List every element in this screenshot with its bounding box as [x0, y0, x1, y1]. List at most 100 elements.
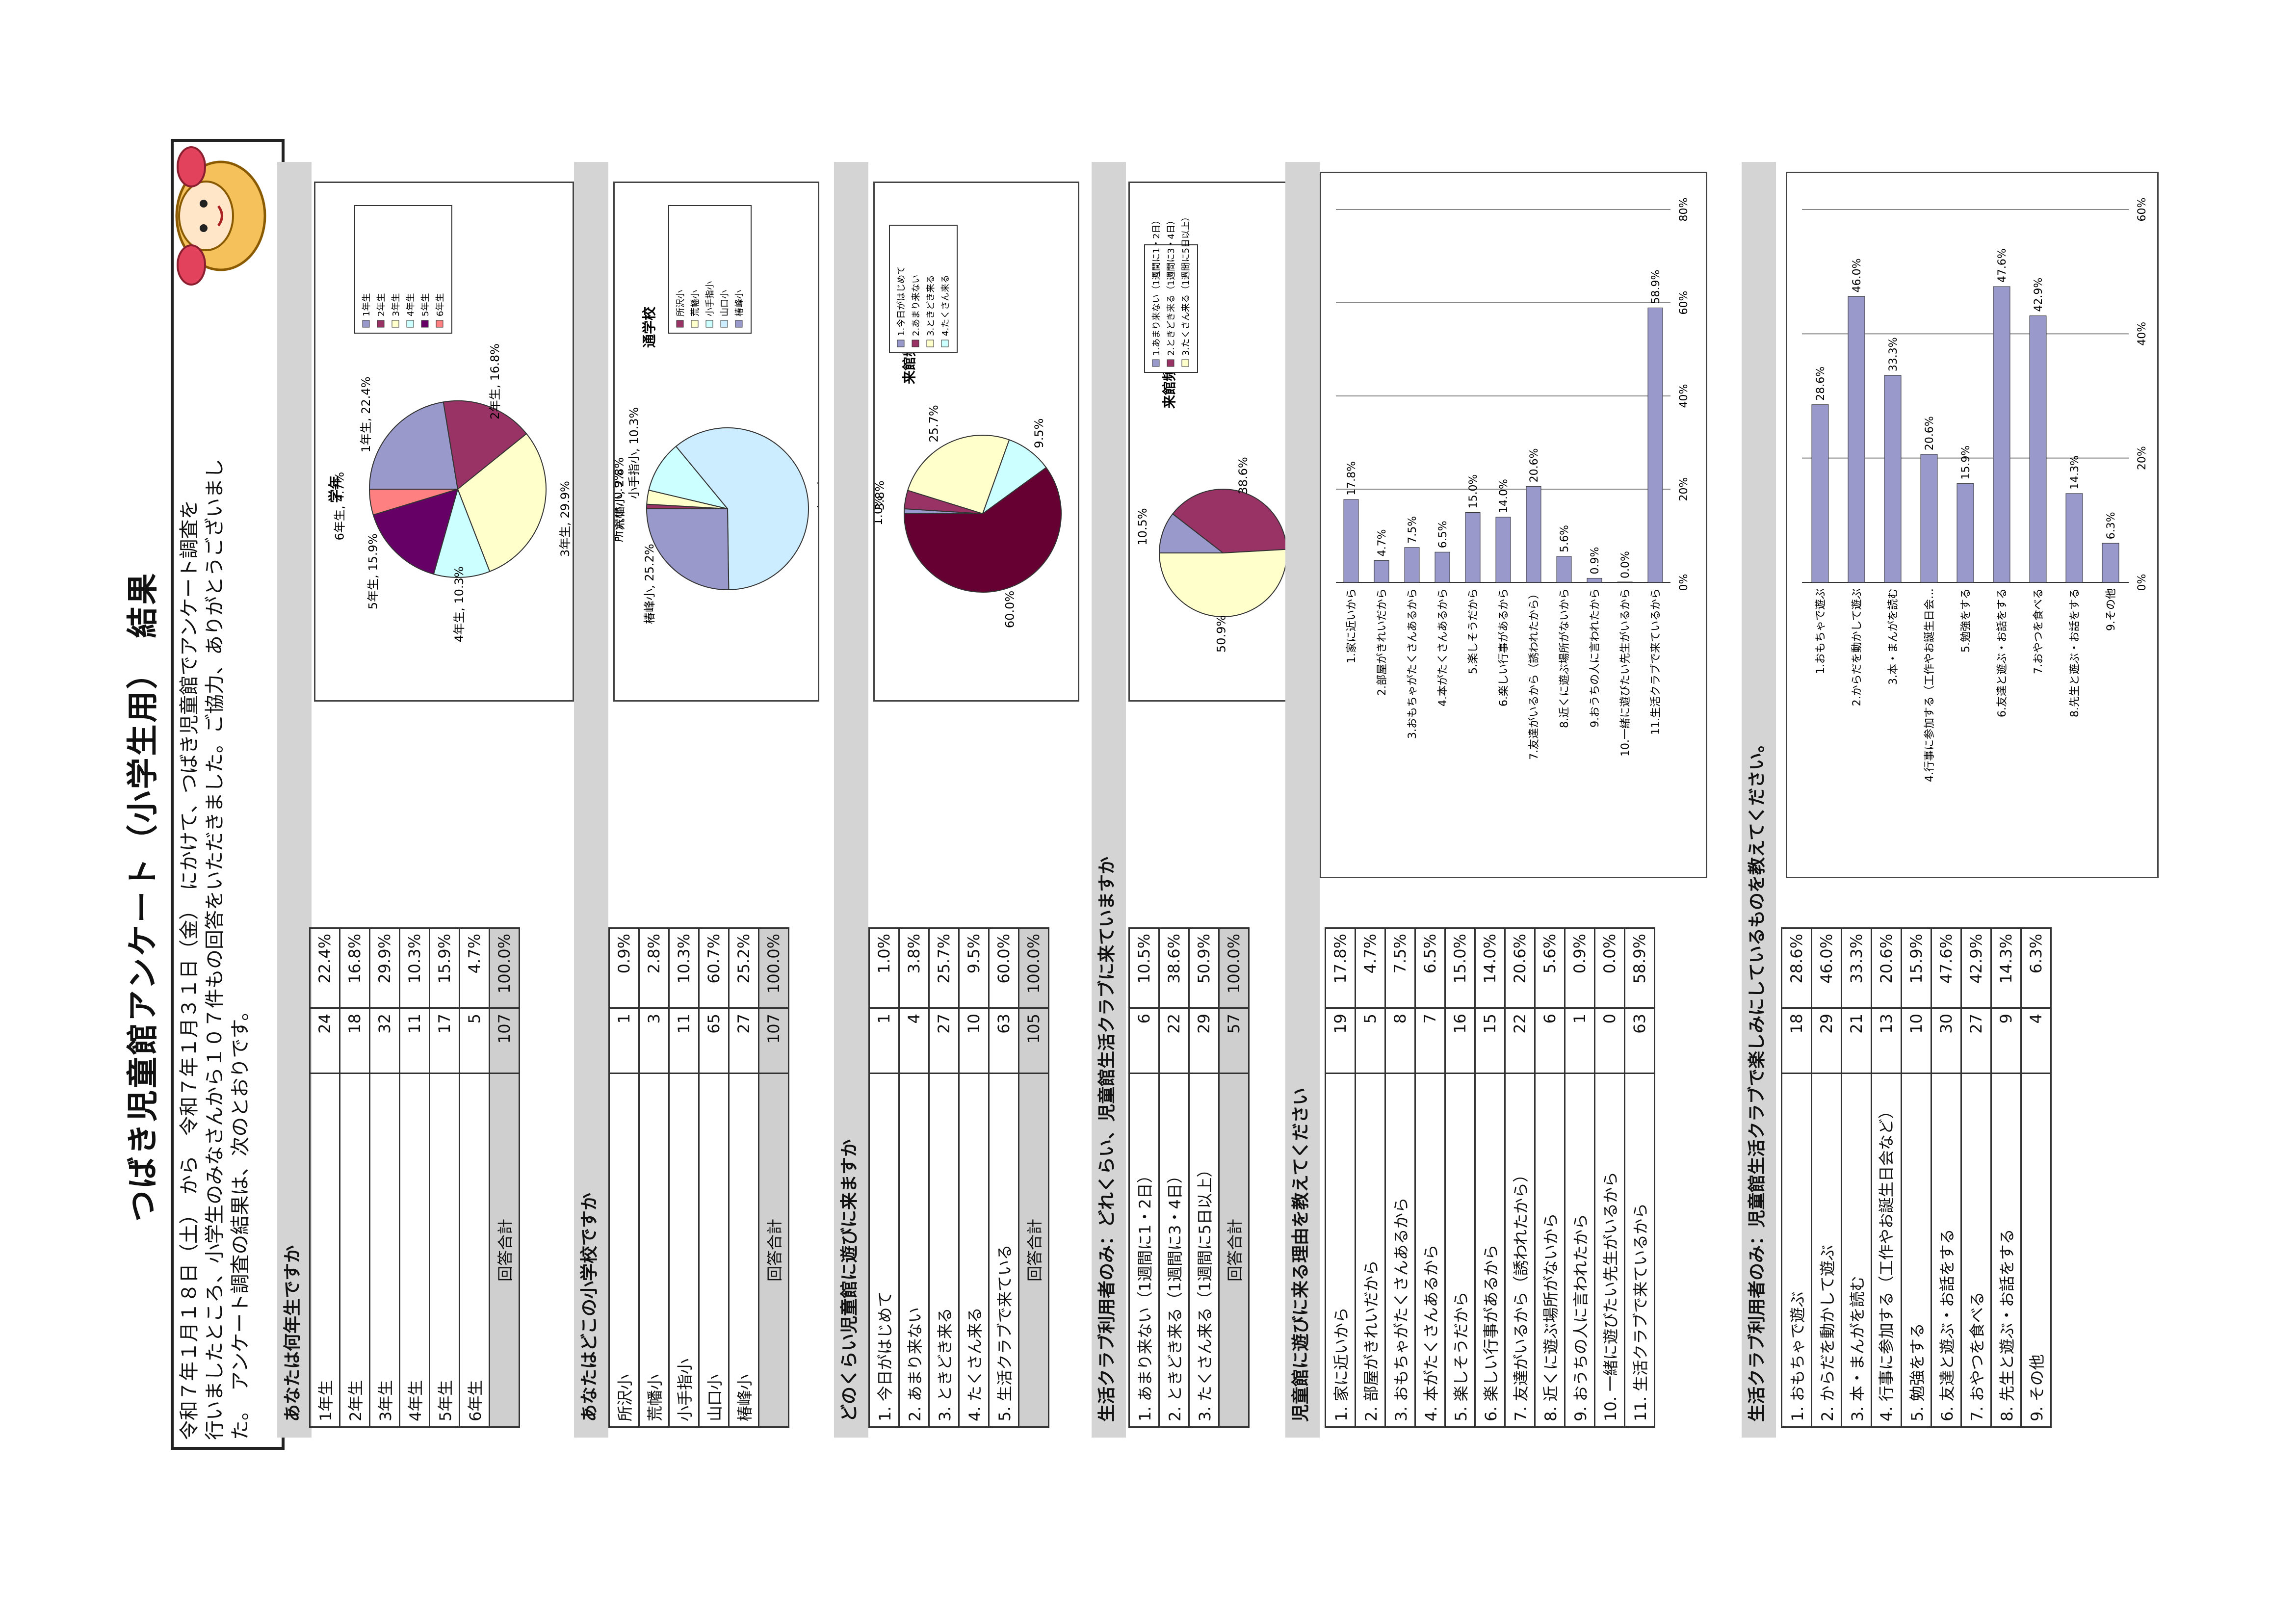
slice-label: 5年生, 15.9%: [366, 533, 380, 609]
bar-category: 3.本・まんがを読む: [1887, 588, 1900, 685]
row-percent: 42.9%: [1961, 928, 1991, 1008]
pie-slice: [1158, 549, 1287, 617]
table-row: 4. たくさん来る 10 9.5%: [959, 928, 989, 1427]
row-label: 所沢小: [609, 1073, 639, 1427]
legend-entry: 2.あまり来ない: [911, 275, 921, 336]
row-percent: 15.0%: [1445, 928, 1475, 1008]
table-row: 10. 一緒に遊びたい先生がいるから 0 0.0%: [1594, 928, 1625, 1427]
row-count: 21: [1841, 1008, 1872, 1074]
row-count: 63: [989, 1008, 1019, 1074]
row-percent: 14.0%: [1475, 928, 1505, 1008]
row-count: 8: [1385, 1008, 1415, 1074]
legend-box: [668, 205, 752, 334]
slice-label: 山口小, 60.7%: [816, 432, 818, 513]
row-percent: 9.5%: [959, 928, 989, 1008]
bar-category: 1.おもちゃで遊ぶ: [1815, 588, 1827, 674]
legend-box: [1144, 244, 1198, 373]
legend-entry: 3年生: [391, 293, 401, 316]
row-label: 荒幡小: [639, 1073, 669, 1427]
bar: [1957, 483, 1974, 583]
section-1-question: あなたは何年生ですか: [280, 1192, 306, 1428]
row-count: 11: [399, 1008, 430, 1074]
table-row: 9. おうちの人に言われたから 1 0.9%: [1565, 928, 1595, 1427]
section-4-question: 生活クラブ利用者のみ：どれくらい、児童館生活クラブに来ていますか: [1094, 775, 1121, 1428]
table-row: 所沢小 1 0.9%: [609, 928, 639, 1427]
table-row: 5. 勉強をする 10 15.9%: [1901, 928, 1931, 1427]
bar-category: 1.家に近いから: [1346, 588, 1358, 663]
table-row: 山口小 65 60.7%: [699, 928, 729, 1427]
row-count: 10: [959, 1008, 989, 1074]
section-4-table: 1. あまり来ない（1週間に1・2日） 6 10.5% 2. ときどき来る（1週間に…: [1128, 927, 1250, 1428]
legend-entry: 2年生: [376, 293, 387, 316]
legend-swatch: [436, 320, 444, 328]
row-label: 椿峰小: [729, 1073, 759, 1427]
bar-category: 2.部屋がきれいだから: [1376, 588, 1388, 696]
row-percent: 38.6%: [1159, 928, 1189, 1008]
total-count: 105: [1018, 1008, 1049, 1074]
table-row: 4年生 11 10.3%: [399, 928, 430, 1427]
row-count: 4: [899, 1008, 929, 1074]
bar: [1343, 499, 1359, 583]
bar-category: 8.先生と遊ぶ・お話をする: [2069, 588, 2081, 717]
table-row: 8. 先生と遊ぶ・お話をする 9 14.3%: [1991, 928, 2021, 1427]
legend-box: [354, 205, 452, 334]
legend-entry: 1.今日がはじめて: [896, 266, 907, 336]
row-label: 8. 先生と遊ぶ・お話をする: [1991, 1073, 2021, 1427]
legend-swatch: [1181, 359, 1189, 367]
slice-label: 3.8%: [875, 480, 887, 510]
row-label: 2年生: [339, 1073, 370, 1427]
row-count: 10: [1901, 1008, 1931, 1074]
school-pie-chart: 所沢小, 0.9%荒幡小, 2.8% 小手指小, 10.3% 山口小, 60.7%椿…: [611, 205, 830, 624]
intro-line-1: 令和７年１月１８日（土） から 令和７年１月３１日（金） にかけて、つばき児童館…: [178, 499, 201, 1440]
chart-6-box: 0% 20% 40% 60% 1.おもちゃで遊ぶ 28.6% 2.からだを動かして遊ぶ 46.…: [1786, 172, 2159, 878]
legend-entry: 2.ときどき来る（1週間に3・4日）: [1166, 216, 1176, 356]
row-count: 22: [1505, 1008, 1535, 1074]
pie-slice: [907, 435, 1010, 515]
table-row: 1. 家に近いから 19 17.8%: [1325, 928, 1356, 1427]
chart-title: 通学校: [641, 306, 657, 348]
intro-line-3: た。 アンケート調査の結果は、次のとおりです。: [229, 1001, 252, 1440]
row-percent: 28.6%: [1781, 928, 1812, 1008]
legend-swatch: [735, 320, 743, 328]
row-label: 3. 本・まんがを読む: [1841, 1073, 1872, 1427]
legend-swatch: [406, 320, 414, 328]
section-2-question: あなたはどこの小学校ですか: [576, 1153, 603, 1428]
bar: [2029, 315, 2047, 583]
row-count: 13: [1871, 1008, 1902, 1074]
row-percent: 60.0%: [989, 928, 1019, 1008]
total-row: 回答合計 107 100.0%: [758, 928, 789, 1427]
table-row: 4. 行事に参加する（工作やお誕生日会など） 13 20.6%: [1871, 928, 1902, 1427]
row-count: 0: [1594, 1008, 1625, 1074]
table-row: 2. からだを動かして遊ぶ 29 46.0%: [1811, 928, 1842, 1427]
row-label: 3. ときどき来る: [929, 1073, 959, 1427]
row-label: 6年生: [459, 1073, 490, 1427]
slice-label: 荒幡小, 2.8%: [615, 457, 626, 530]
legend-swatch: [912, 340, 919, 347]
table-row: 5. 楽しそうだから 16 15.0%: [1445, 928, 1475, 1427]
chart-5-box: 0% 20% 40% 60% 80% 1.家に近いから 17.8% 2.部屋がきれいだから 4.…: [1320, 172, 1707, 878]
pie-slice: [433, 487, 491, 578]
pie-slice: [675, 427, 809, 590]
bar: [1884, 375, 1902, 583]
row-count: 6: [1535, 1008, 1565, 1074]
legend-box: [889, 225, 958, 353]
row-percent: 25.7%: [929, 928, 959, 1008]
row-label: 7. 友達がいるから（誘われたから）: [1505, 1073, 1535, 1427]
total-label: 回答合計: [1018, 1073, 1049, 1427]
row-label: 9. その他: [2021, 1073, 2051, 1427]
bar-category: 11.生活クラブで来ているから: [1650, 588, 1662, 735]
bar-category: 5.勉強をする: [1960, 588, 1972, 653]
legend-entry: 5年生: [420, 293, 431, 316]
row-percent: 29.9%: [369, 928, 400, 1008]
slice-label: 60.0%: [1003, 591, 1017, 628]
section-1-table: 1年生 24 22.4% 2年生 18 16.8% 3年生 32 29.9% 4年生 11 10…: [309, 927, 520, 1428]
bar-category: 4.行事に参加する（工作やお誕生日会…: [1924, 588, 1936, 782]
slice-label: 10.5%: [1136, 508, 1149, 545]
bar-value-label: 14.3%: [2069, 455, 2081, 490]
slice-label: 38.6%: [1236, 457, 1250, 494]
bar-category: 6.友達と遊ぶ・お話をする: [1996, 588, 2009, 717]
bar-value-label: 14.0%: [1498, 479, 1510, 513]
legend-entry: 1年生: [362, 293, 372, 316]
total-label: 回答合計: [1219, 1073, 1249, 1427]
